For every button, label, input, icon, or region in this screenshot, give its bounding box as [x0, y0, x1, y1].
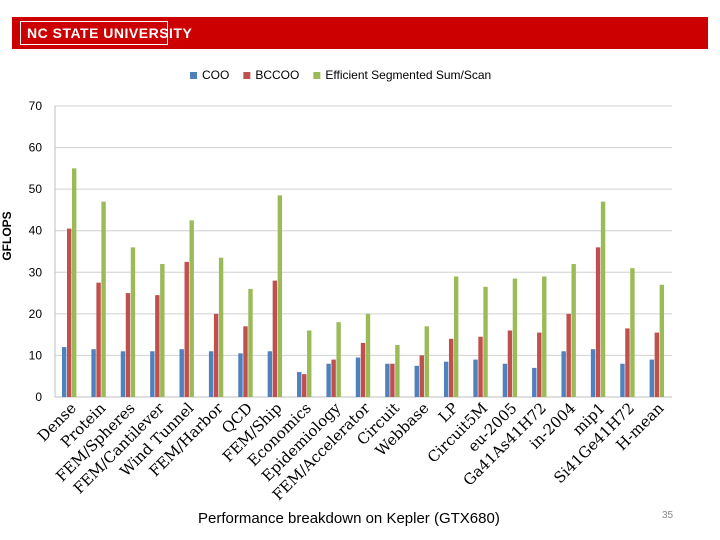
bar-efficient-segmented-sum-scan-11: [395, 345, 400, 397]
legend-swatch: [190, 72, 197, 79]
bar-efficient-segmented-sum-scan-20: [659, 284, 665, 397]
bar-coo-18: [590, 349, 596, 397]
y-axis-label: GFLOPS: [0, 211, 14, 260]
bar-coo-19: [620, 363, 625, 397]
bar-efficient-segmented-sum-scan-1: [101, 201, 106, 397]
y-tick-label: 40: [29, 224, 43, 238]
bar-efficient-segmented-sum-scan-16: [542, 276, 547, 397]
bar-efficient-segmented-sum-scan-3: [160, 263, 165, 397]
bar-bccoo-14: [478, 336, 483, 397]
bar-bccoo-16: [537, 332, 542, 397]
legend-label: COO: [202, 68, 229, 82]
bar-efficient-segmented-sum-scan-12: [424, 326, 429, 397]
bar-coo-6: [238, 353, 243, 397]
bar-coo-10: [355, 357, 361, 397]
y-tick-label: 20: [29, 307, 43, 321]
legend-label: Efficient Segmented Sum/Scan: [325, 68, 491, 82]
legend-label: BCCOO: [255, 68, 299, 82]
bar-coo-16: [532, 367, 537, 397]
bar-coo-17: [561, 351, 566, 397]
bar-efficient-segmented-sum-scan-6: [248, 288, 253, 397]
legend-swatch: [243, 72, 251, 79]
bar-coo-14: [473, 359, 478, 397]
bar-coo-13: [443, 361, 449, 397]
bar-bccoo-20: [654, 332, 660, 397]
bar-bccoo-1: [96, 282, 101, 397]
bar-efficient-segmented-sum-scan-17: [571, 263, 576, 397]
university-logo: NC STATE UNIVERSITY: [20, 21, 192, 45]
bar-coo-1: [91, 349, 96, 397]
slide-caption: Performance breakdown on Kepler (GTX680): [198, 510, 500, 527]
bar-bccoo-3: [155, 295, 160, 397]
bar-efficient-segmented-sum-scan-7: [277, 195, 283, 397]
bar-bccoo-5: [213, 313, 219, 397]
y-tick-label: 60: [29, 141, 43, 155]
bar-coo-20: [649, 359, 655, 397]
bar-bccoo-11: [390, 363, 395, 397]
bar-coo-2: [120, 351, 126, 397]
gridlines: [54, 105, 672, 398]
bar-bccoo-0: [67, 228, 72, 397]
y-tick-labels: 0 10 20 30 40 50 60 70: [29, 99, 43, 404]
bar-bccoo-8: [302, 374, 307, 397]
bar-coo-12: [414, 365, 419, 397]
bar-bccoo-7: [272, 280, 278, 397]
bar-coo-8: [297, 372, 302, 397]
bar-coo-5: [208, 351, 214, 397]
bar-coo-7: [267, 351, 273, 397]
y-tick-label: 70: [29, 99, 43, 113]
bar-efficient-segmented-sum-scan-13: [453, 276, 459, 397]
bar-efficient-segmented-sum-scan-10: [365, 313, 371, 397]
bar-efficient-segmented-sum-scan-8: [307, 330, 312, 397]
bar-coo-9: [326, 363, 331, 397]
bar-bccoo-6: [243, 326, 248, 397]
bar-efficient-segmented-sum-scan-19: [630, 268, 635, 397]
bar-coo-15: [502, 363, 508, 397]
bar-coo-11: [385, 363, 390, 397]
bar-bccoo-2: [125, 293, 131, 397]
y-tick-label: 50: [29, 182, 43, 196]
page-number: 35: [662, 510, 674, 521]
bar-bccoo-15: [507, 330, 513, 397]
bar-bccoo-13: [448, 338, 454, 397]
y-tick-label: 10: [29, 348, 43, 362]
bar-efficient-segmented-sum-scan-5: [218, 257, 224, 397]
bar-efficient-segmented-sum-scan-0: [72, 168, 77, 397]
bar-coo-3: [150, 351, 155, 397]
logo-text: NC STATE UNIVERSITY: [27, 25, 193, 41]
bar-efficient-segmented-sum-scan-15: [512, 278, 518, 397]
bar-bccoo-17: [566, 313, 571, 397]
bar-efficient-segmented-sum-scan-14: [483, 286, 488, 397]
bar-bccoo-18: [595, 247, 601, 397]
bar-coo-0: [62, 347, 67, 397]
bar-efficient-segmented-sum-scan-9: [336, 322, 341, 397]
y-tick-label: 30: [29, 265, 43, 279]
y-tick-label: 0: [35, 390, 42, 404]
legend-swatch: [313, 72, 321, 79]
bars: [62, 168, 665, 397]
bar-bccoo-10: [360, 342, 366, 397]
bar-bccoo-9: [331, 359, 336, 397]
bar-bccoo-4: [184, 261, 189, 397]
university-banner: NC STATE UNIVERSITY: [12, 17, 708, 49]
legend: COO BCCOO Efficient Segmented Sum/Scan: [190, 68, 491, 82]
bar-coo-4: [179, 349, 184, 397]
bar-efficient-segmented-sum-scan-4: [189, 220, 194, 397]
x-tick-labels: DenseProteinFEM/SpheresFEM/CantileverWin…: [34, 399, 668, 504]
bar-bccoo-19: [625, 328, 630, 397]
bar-efficient-segmented-sum-scan-2: [130, 247, 136, 397]
bar-bccoo-12: [419, 355, 424, 397]
bar-efficient-segmented-sum-scan-18: [600, 201, 606, 397]
